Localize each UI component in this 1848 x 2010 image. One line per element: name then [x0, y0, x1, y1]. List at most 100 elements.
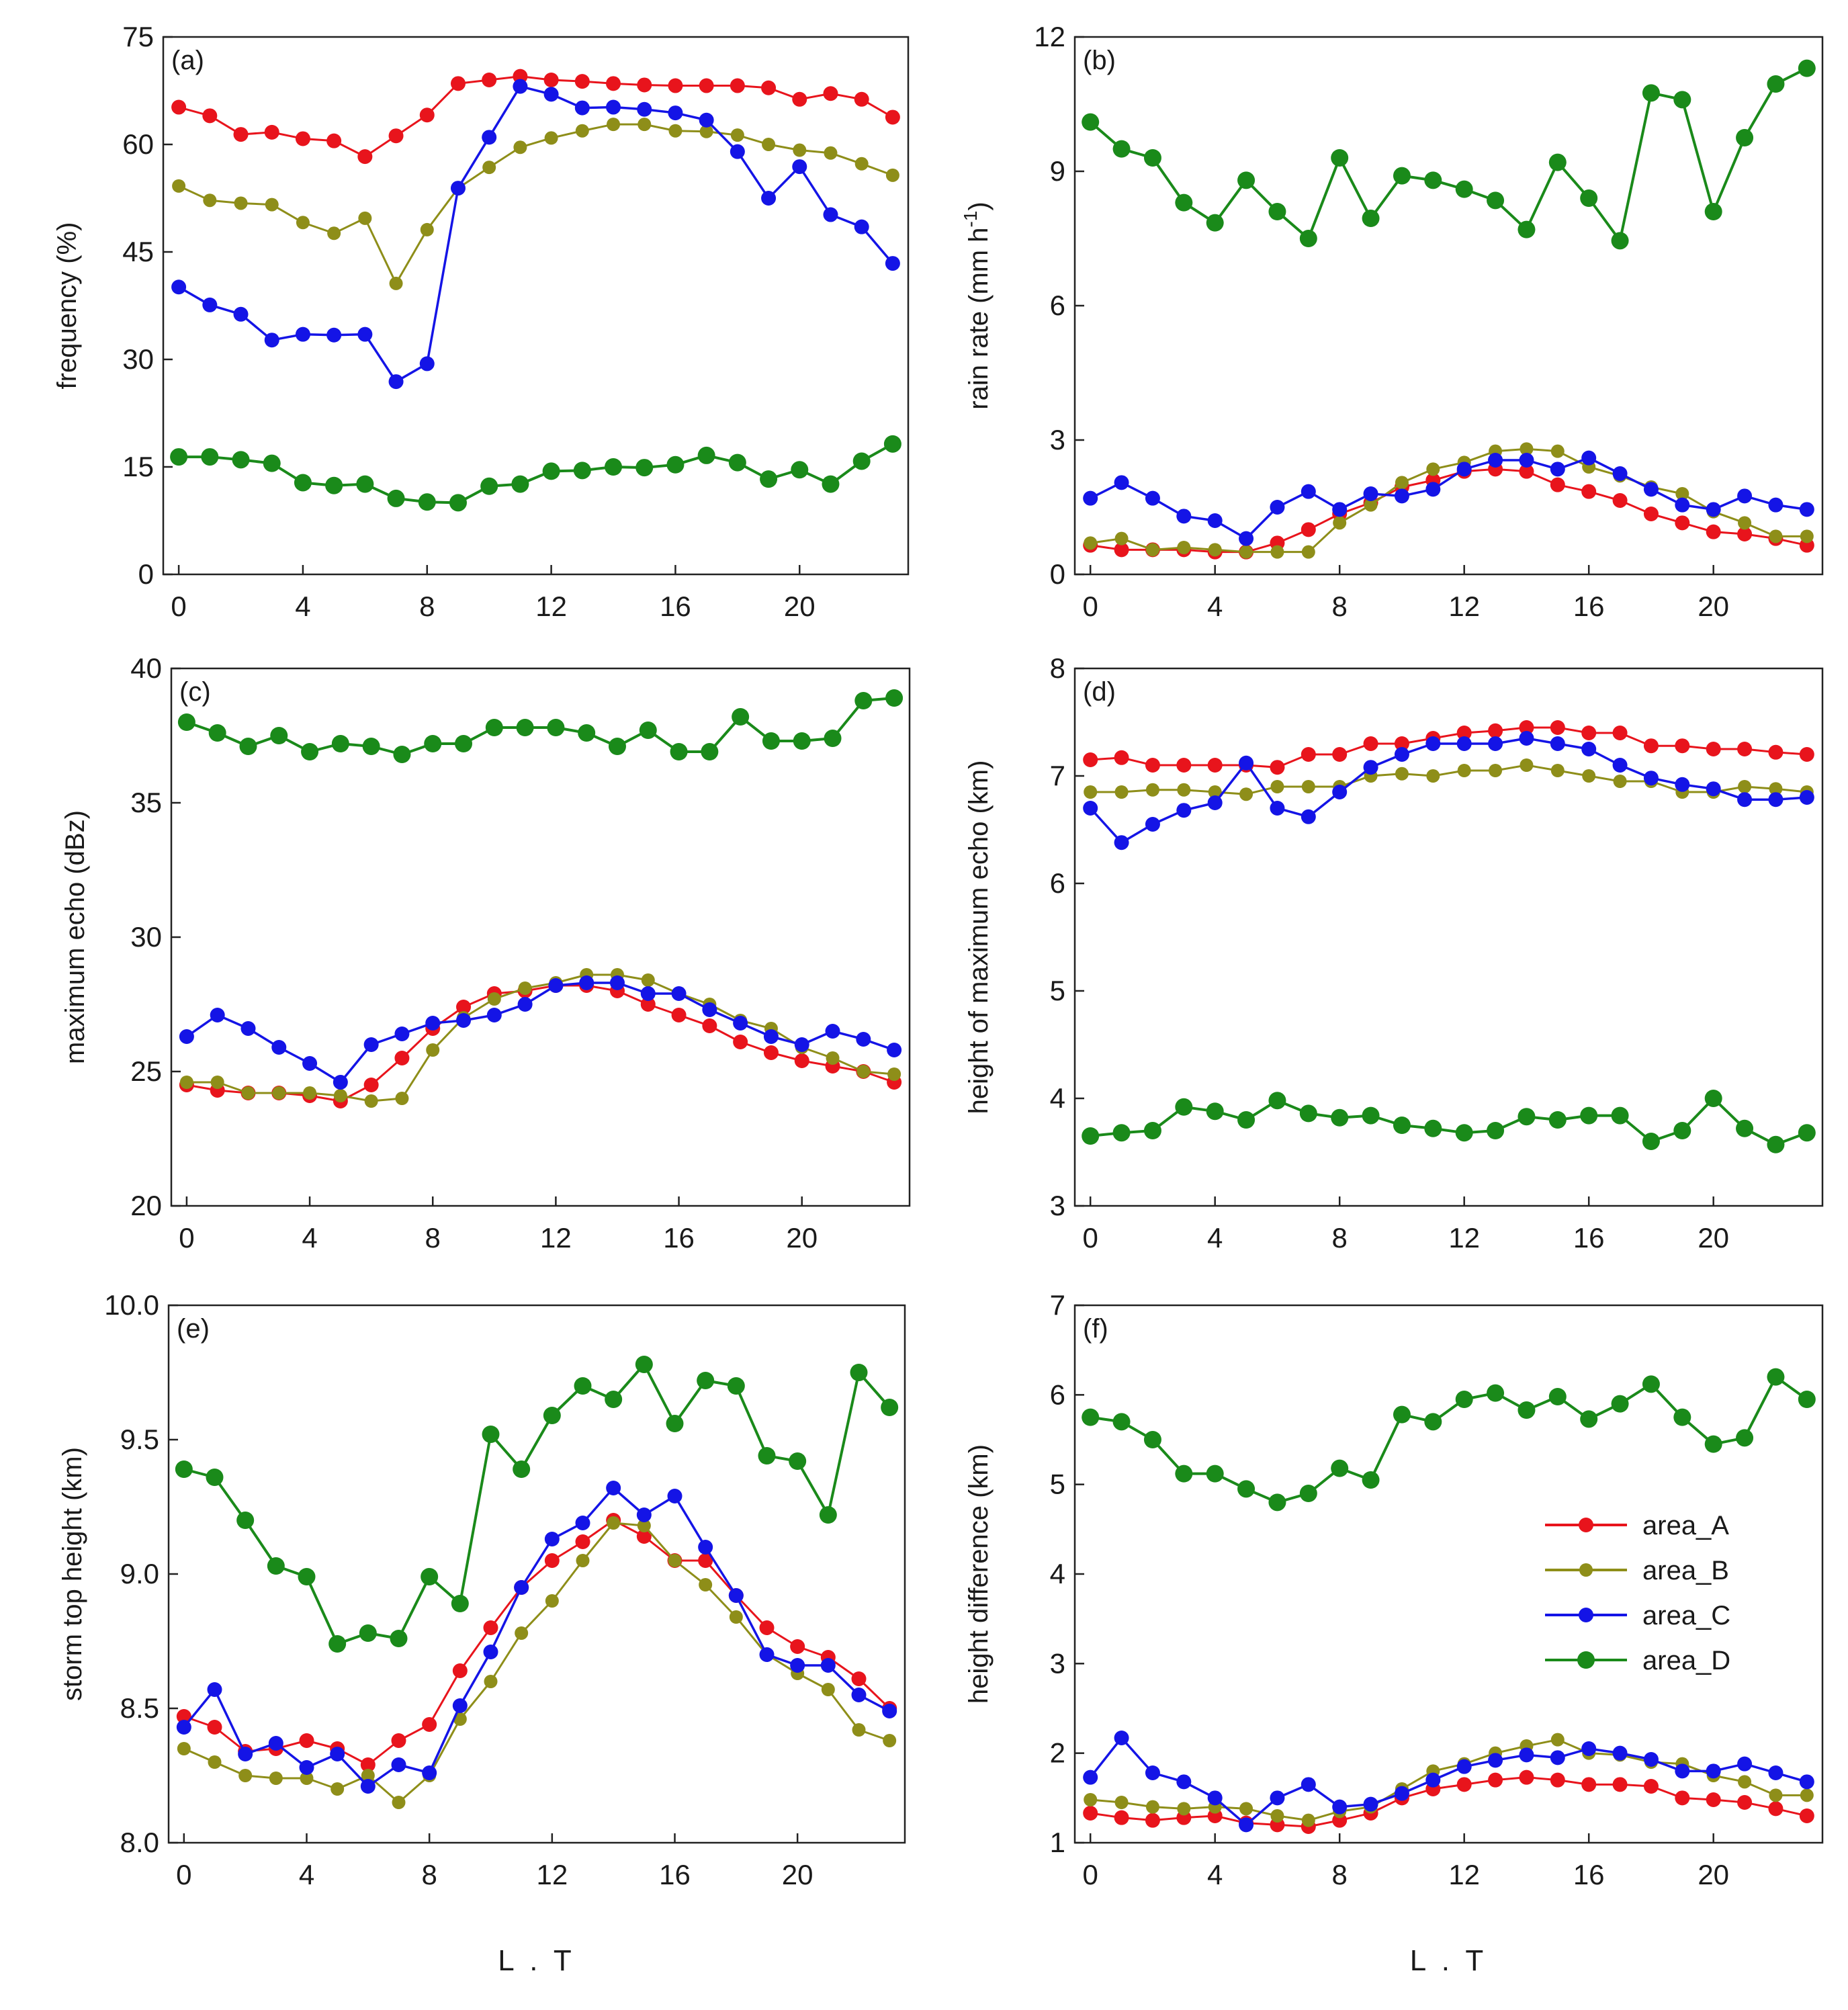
data-point	[1114, 1796, 1129, 1809]
data-point	[579, 975, 595, 990]
y-tick-label: 5	[1050, 1469, 1065, 1500]
data-point	[362, 738, 380, 755]
data-point	[1550, 736, 1565, 751]
data-point	[487, 992, 501, 1006]
data-point	[456, 1000, 472, 1014]
data-point	[1175, 1098, 1193, 1116]
legend-swatch-marker	[1579, 1518, 1593, 1532]
data-point	[881, 1399, 899, 1416]
data-point	[640, 997, 656, 1012]
y-tick-label: 30	[122, 343, 154, 375]
data-point	[1239, 755, 1254, 771]
series-line	[183, 1519, 891, 1766]
data-point	[482, 1426, 500, 1443]
data-point	[1612, 466, 1628, 481]
data-point	[1362, 1106, 1380, 1125]
legend-label: area_B	[1642, 1556, 1729, 1585]
series-line	[186, 984, 895, 1102]
legend-label: area_C	[1642, 1601, 1730, 1630]
data-point	[1767, 75, 1785, 93]
series-area-c	[1083, 731, 1814, 850]
data-point	[763, 1029, 779, 1044]
data-point	[202, 108, 218, 124]
data-point	[791, 461, 809, 479]
data-point	[1798, 1391, 1816, 1408]
data-point	[486, 1008, 502, 1022]
data-point	[1395, 767, 1409, 781]
y-tick-label: 5	[1050, 975, 1065, 1006]
data-point	[671, 986, 687, 1001]
data-point	[1114, 1731, 1129, 1745]
data-point	[1799, 502, 1814, 517]
x-tick-label: 12	[1448, 1859, 1480, 1890]
y-tick-label: 3	[1050, 1647, 1065, 1679]
y-tick-label: 12	[1034, 21, 1065, 52]
data-point	[452, 1698, 468, 1713]
data-point	[885, 689, 904, 707]
data-point	[852, 1723, 866, 1737]
data-point	[1425, 1772, 1441, 1788]
data-point	[641, 973, 655, 987]
data-point	[363, 1037, 379, 1052]
x-tick-label: 20	[1698, 591, 1729, 622]
data-point	[271, 1040, 287, 1055]
x-tick-label: 16	[663, 1222, 695, 1254]
panel-label: (a)	[171, 46, 204, 75]
panel-a: 0 15 30 45 60 75 0 4 8 12 16 20 frequency (%) (a)	[52, 21, 910, 622]
data-point	[270, 727, 288, 744]
data-point	[1268, 203, 1286, 220]
legend-swatch-marker	[1577, 1651, 1595, 1669]
data-point	[1425, 736, 1441, 751]
data-point	[240, 1021, 256, 1036]
data-point	[854, 157, 869, 171]
x-tick-label: 20	[1698, 1222, 1729, 1254]
x-tick-label: 16	[1573, 1859, 1605, 1890]
data-point	[1268, 1493, 1286, 1512]
data-point	[1301, 522, 1316, 537]
y-tick-label: 4	[1050, 1558, 1065, 1589]
plot-frame	[162, 36, 910, 576]
data-point	[1299, 1104, 1317, 1123]
data-point	[728, 1588, 744, 1603]
data-point	[1237, 1480, 1256, 1498]
data-point	[1426, 462, 1440, 476]
series-line	[179, 443, 893, 505]
data-point	[391, 1733, 406, 1748]
data-point	[1394, 736, 1409, 751]
data-point	[1456, 1759, 1472, 1774]
data-point	[544, 1553, 560, 1568]
data-point	[1706, 1792, 1721, 1807]
data-point	[179, 1029, 194, 1044]
x-tick-label: 4	[1207, 591, 1223, 622]
data-point	[1175, 193, 1193, 212]
series-area-c	[179, 975, 902, 1090]
series-line	[1090, 1375, 1808, 1504]
data-point	[1706, 524, 1721, 539]
data-point	[636, 1529, 652, 1544]
y-axis-label: height difference (km)	[964, 1444, 994, 1704]
y-tick-label: 40	[130, 652, 162, 684]
data-point	[513, 1460, 531, 1478]
data-point	[1737, 1756, 1753, 1772]
data-point	[1332, 785, 1348, 799]
series-area-c	[176, 1481, 897, 1794]
data-point	[885, 110, 900, 125]
data-point	[1206, 214, 1224, 232]
x-tick-label: 16	[659, 1859, 691, 1890]
data-point	[1612, 758, 1628, 773]
data-point	[1239, 531, 1254, 546]
data-point	[609, 975, 625, 990]
data-point	[1363, 486, 1378, 501]
data-point	[1519, 464, 1534, 479]
data-point	[450, 76, 466, 91]
data-point	[885, 256, 900, 271]
data-point	[543, 87, 559, 102]
data-point	[668, 78, 683, 93]
y-tick-label: 8	[1050, 652, 1065, 684]
data-point	[1176, 758, 1192, 773]
data-point	[1517, 1108, 1536, 1126]
data-point	[542, 462, 560, 480]
data-point	[328, 1635, 347, 1653]
data-point	[1768, 744, 1784, 760]
